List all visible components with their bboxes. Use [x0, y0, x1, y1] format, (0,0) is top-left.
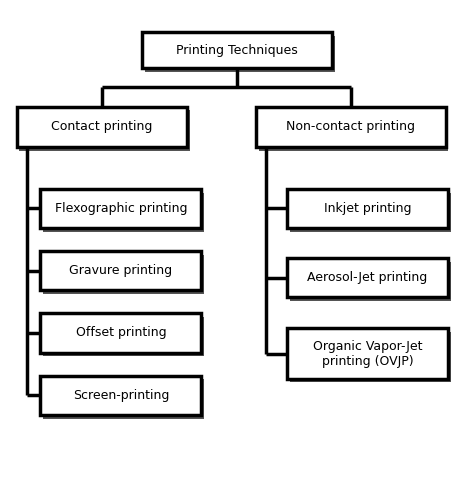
- FancyBboxPatch shape: [17, 107, 187, 148]
- Text: Inkjet printing: Inkjet printing: [324, 202, 411, 215]
- FancyBboxPatch shape: [40, 189, 201, 228]
- FancyBboxPatch shape: [287, 189, 448, 228]
- FancyBboxPatch shape: [40, 313, 201, 353]
- FancyBboxPatch shape: [142, 33, 332, 68]
- Text: Screen-printing: Screen-printing: [73, 388, 169, 402]
- Text: Contact printing: Contact printing: [51, 120, 153, 134]
- FancyBboxPatch shape: [287, 258, 448, 297]
- FancyBboxPatch shape: [19, 111, 190, 151]
- FancyBboxPatch shape: [43, 317, 204, 356]
- FancyBboxPatch shape: [40, 251, 201, 290]
- FancyBboxPatch shape: [43, 379, 204, 419]
- FancyBboxPatch shape: [40, 376, 201, 415]
- Text: Organic Vapor-Jet
printing (OVJP): Organic Vapor-Jet printing (OVJP): [312, 340, 422, 367]
- FancyBboxPatch shape: [43, 193, 204, 232]
- FancyBboxPatch shape: [290, 262, 451, 301]
- FancyBboxPatch shape: [290, 193, 451, 232]
- FancyBboxPatch shape: [256, 107, 446, 148]
- FancyBboxPatch shape: [259, 111, 448, 151]
- FancyBboxPatch shape: [145, 36, 335, 72]
- FancyBboxPatch shape: [43, 255, 204, 294]
- Text: Gravure printing: Gravure printing: [69, 264, 173, 277]
- Text: Aerosol-Jet printing: Aerosol-Jet printing: [307, 271, 428, 285]
- Text: Offset printing: Offset printing: [75, 326, 166, 340]
- FancyBboxPatch shape: [287, 329, 448, 378]
- Text: Flexographic printing: Flexographic printing: [55, 202, 187, 215]
- FancyBboxPatch shape: [290, 332, 451, 382]
- Text: Non-contact printing: Non-contact printing: [286, 120, 415, 134]
- Text: Printing Techniques: Printing Techniques: [176, 44, 298, 57]
